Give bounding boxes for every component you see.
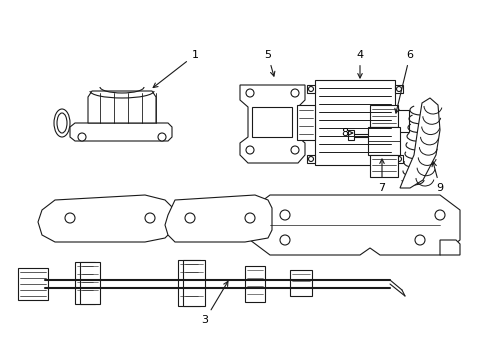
Text: 4: 4 — [356, 50, 363, 78]
Circle shape — [396, 157, 401, 162]
Circle shape — [290, 146, 298, 154]
Circle shape — [158, 133, 165, 141]
Circle shape — [78, 133, 86, 141]
Circle shape — [65, 213, 75, 223]
Bar — [80, 262, 100, 304]
Bar — [296, 105, 314, 140]
Polygon shape — [399, 98, 439, 188]
Circle shape — [244, 213, 254, 223]
Text: 5: 5 — [264, 50, 274, 76]
Bar — [289, 270, 311, 296]
Circle shape — [266, 118, 276, 128]
Circle shape — [414, 235, 424, 245]
Circle shape — [396, 86, 401, 91]
Text: 2: 2 — [0, 359, 1, 360]
Circle shape — [145, 213, 155, 223]
Circle shape — [290, 89, 298, 97]
Circle shape — [245, 89, 253, 97]
Bar — [369, 105, 397, 127]
Bar — [251, 107, 291, 137]
Bar — [314, 80, 394, 165]
Text: 8: 8 — [341, 128, 352, 138]
Text: 6: 6 — [394, 50, 413, 113]
Bar — [244, 266, 264, 302]
Ellipse shape — [57, 113, 67, 133]
Circle shape — [280, 210, 289, 220]
Bar — [394, 85, 402, 93]
Bar — [367, 127, 399, 155]
Circle shape — [308, 86, 313, 91]
Bar — [394, 110, 408, 132]
Bar — [394, 155, 402, 163]
Bar — [18, 268, 48, 300]
Circle shape — [434, 210, 444, 220]
Polygon shape — [88, 91, 156, 123]
Circle shape — [184, 213, 195, 223]
Text: 1: 1 — [153, 50, 198, 87]
Text: 7: 7 — [378, 159, 385, 193]
Text: 3: 3 — [201, 282, 227, 325]
Bar — [347, 130, 353, 140]
Bar — [183, 260, 204, 306]
Bar — [306, 155, 314, 163]
Circle shape — [308, 157, 313, 162]
Bar — [75, 262, 95, 304]
Text: 9: 9 — [431, 162, 443, 193]
Polygon shape — [38, 195, 175, 242]
Polygon shape — [240, 85, 305, 163]
Polygon shape — [439, 240, 459, 255]
Circle shape — [245, 146, 253, 154]
Bar — [306, 85, 314, 93]
Polygon shape — [164, 195, 271, 242]
Circle shape — [280, 235, 289, 245]
Bar — [369, 155, 397, 177]
Polygon shape — [249, 195, 459, 255]
Bar — [178, 260, 200, 306]
Ellipse shape — [54, 109, 70, 137]
Polygon shape — [70, 123, 172, 141]
